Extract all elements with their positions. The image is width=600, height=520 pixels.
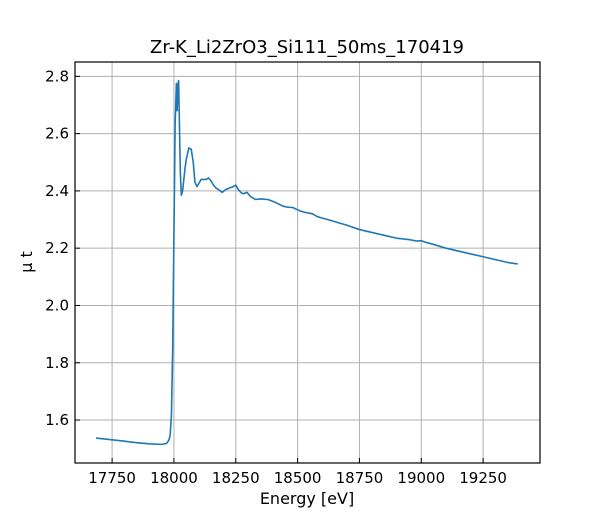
y-tick-label: 1.6 <box>45 411 69 429</box>
y-tick-label: 2.0 <box>45 296 69 314</box>
x-tick-label: 18000 <box>150 469 198 487</box>
y-tick-label: 2.2 <box>45 239 69 257</box>
grid-layer <box>75 62 540 463</box>
x-tick-label: 19000 <box>397 469 445 487</box>
y-axis-label: μ t <box>17 251 36 273</box>
y-tick-label: 2.4 <box>45 182 69 200</box>
y-tick-label: 1.8 <box>45 354 69 372</box>
series-layer <box>95 79 518 446</box>
x-tick-label: 18750 <box>336 469 384 487</box>
x-tick-label: 19250 <box>459 469 507 487</box>
tick-layer: 17750 18000 18250 18500 18750 19000 19250 1.6 1.… <box>45 67 507 487</box>
x-tick-label: 18250 <box>212 469 260 487</box>
x-axis-label: Energy [eV] <box>260 489 354 508</box>
y-tick-label: 2.6 <box>45 125 69 143</box>
y-tick-label: 2.8 <box>45 67 69 85</box>
x-tick-label: 17750 <box>88 469 136 487</box>
series-line <box>95 79 518 446</box>
chart-title: Zr-K_Li2ZrO3_Si111_50ms_170419 <box>150 37 464 58</box>
plot-frame <box>74 61 541 464</box>
x-tick-label: 18500 <box>274 469 322 487</box>
